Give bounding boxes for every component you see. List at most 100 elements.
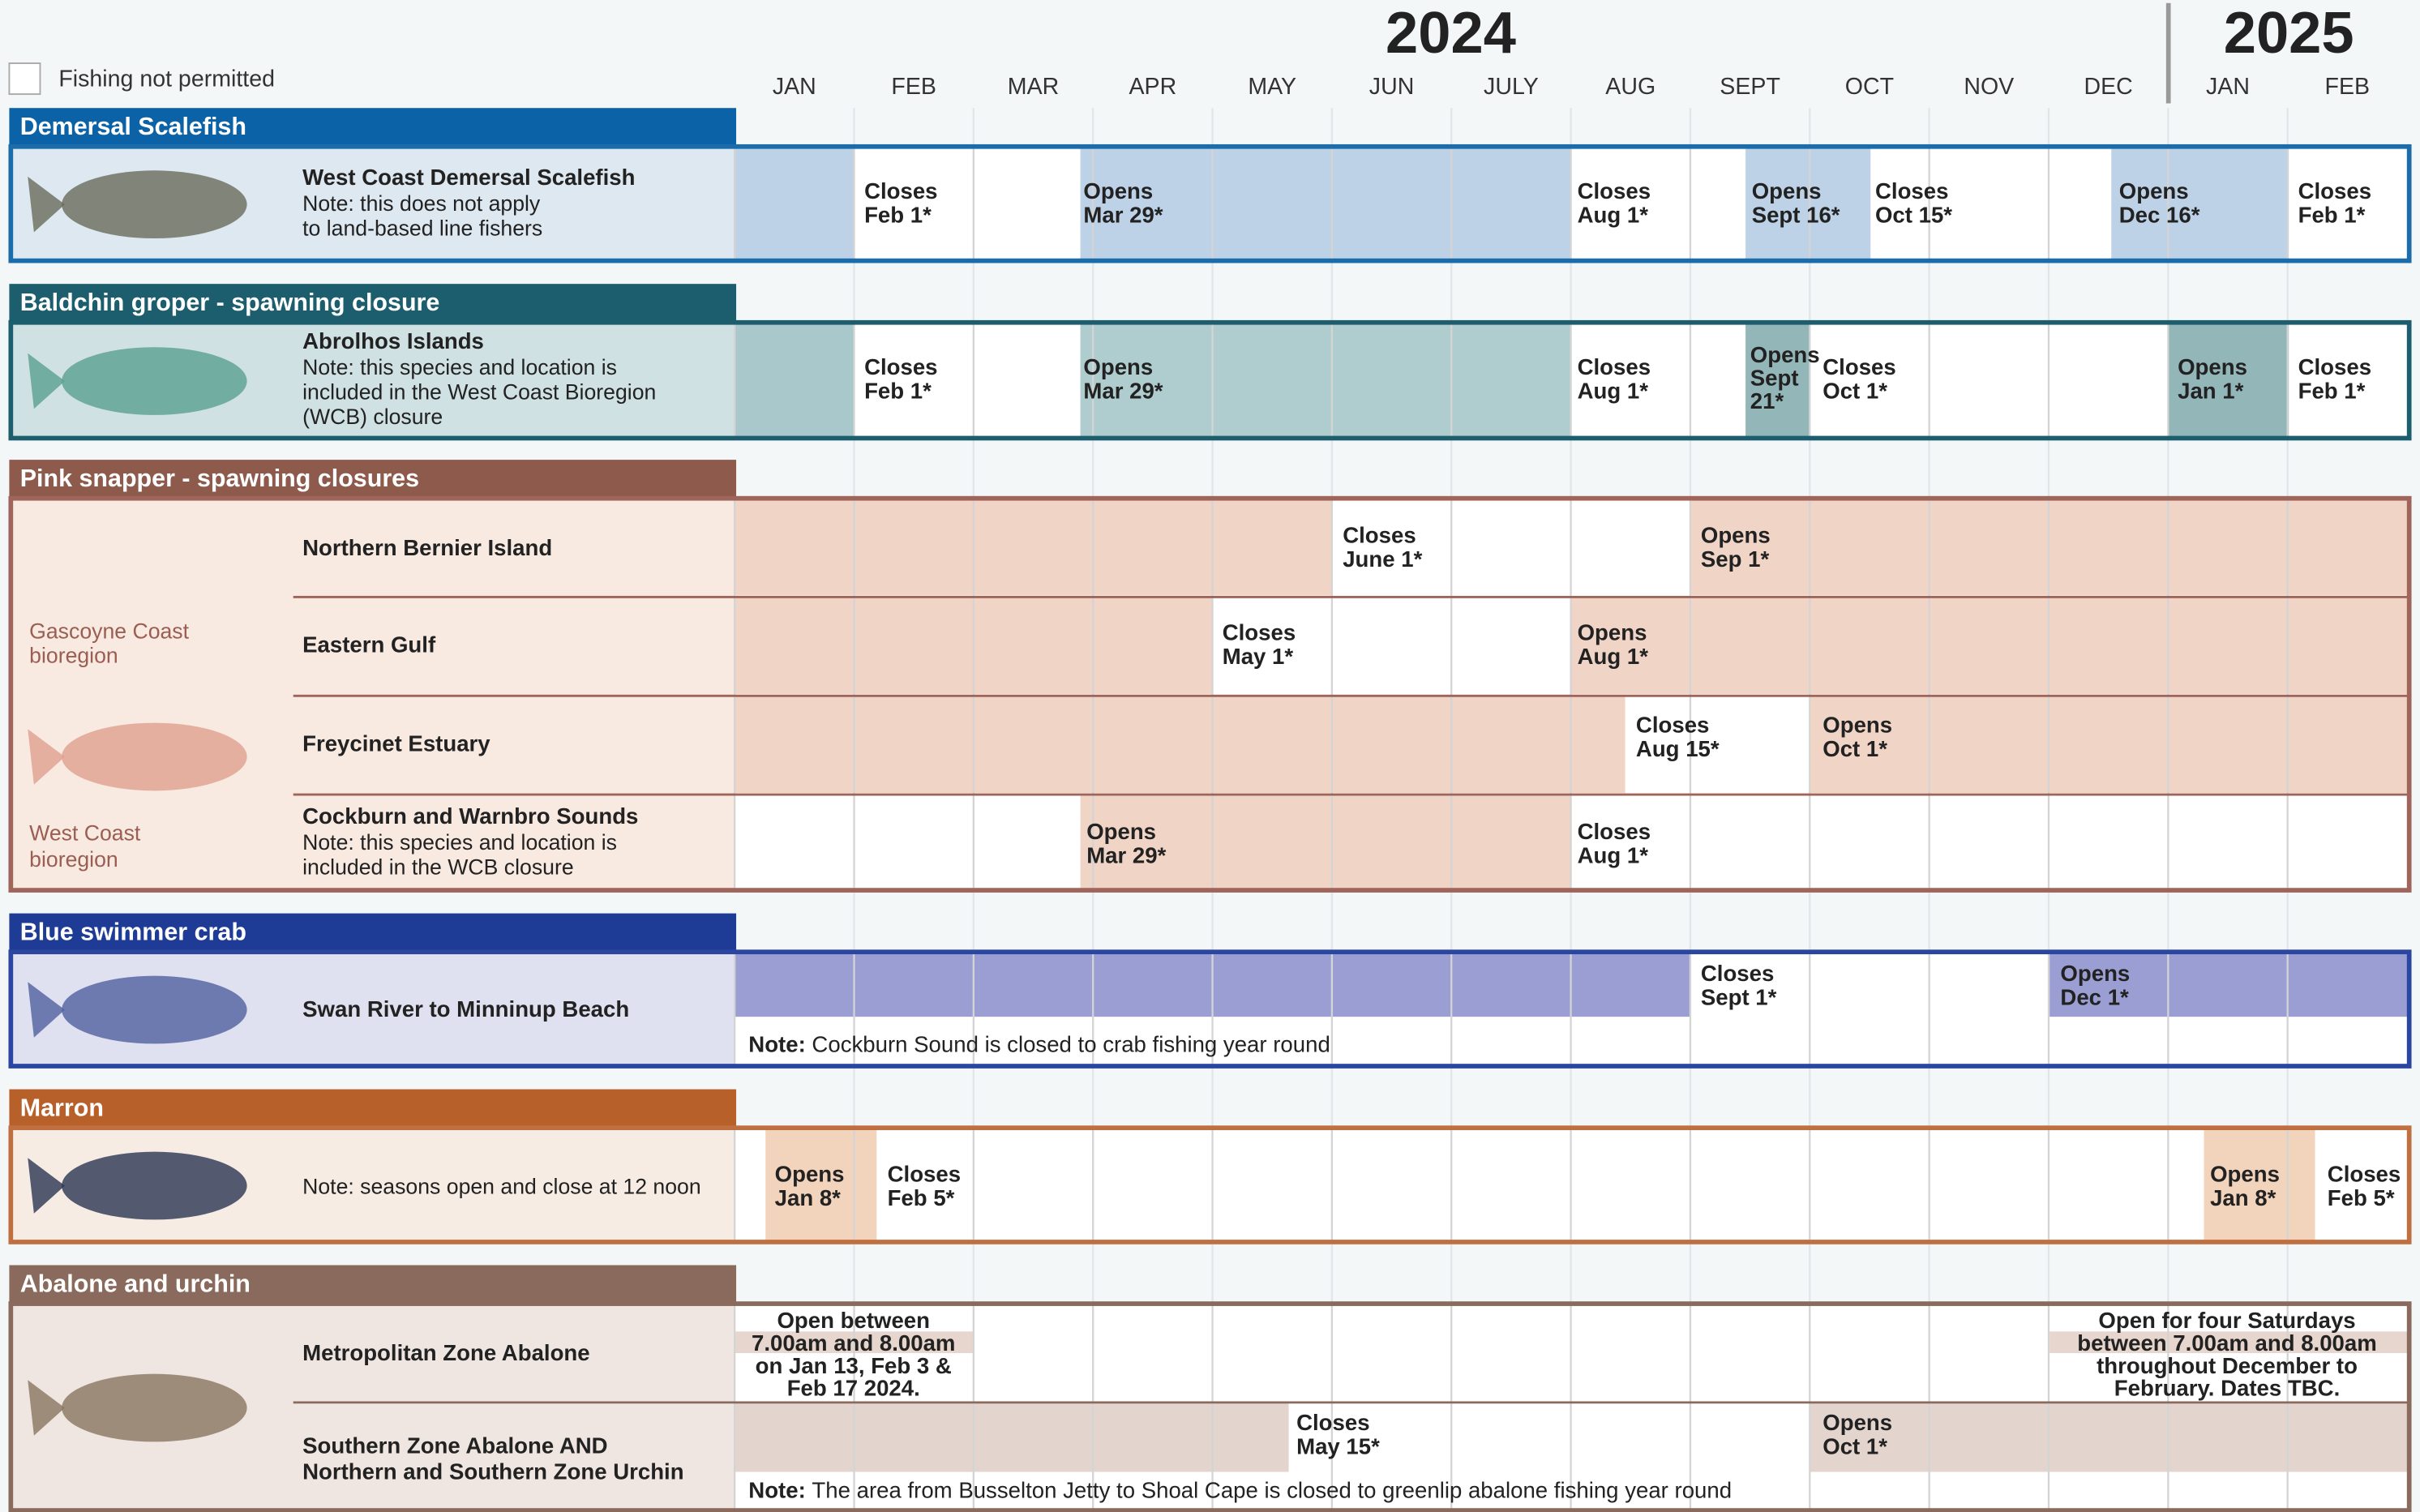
month-label: JAN bbox=[773, 74, 816, 100]
month-label: OCT bbox=[1845, 74, 1894, 100]
season-event: Closes bbox=[1701, 961, 1774, 986]
legend-text: Fishing not permitted bbox=[58, 66, 275, 92]
season-event: Jan 8* bbox=[2210, 1185, 2277, 1210]
season-event: between 7.00am and 8.00am bbox=[2077, 1330, 2376, 1356]
species-illustration bbox=[62, 170, 247, 239]
footnote-label: Note: bbox=[748, 1478, 805, 1503]
season-event: Closes bbox=[864, 178, 937, 203]
season-event: Opens bbox=[1752, 178, 1822, 203]
row-label: Cockburn and Warnbro Sounds bbox=[302, 803, 638, 829]
season-event: Opens bbox=[1086, 819, 1156, 844]
species-illustration bbox=[62, 1373, 247, 1442]
season-event: throughout December to bbox=[2097, 1353, 2358, 1378]
section-title: Abalone and urchin bbox=[20, 1270, 251, 1297]
season-event: Opens bbox=[1822, 713, 1892, 738]
month-label: AUG bbox=[1605, 74, 1655, 100]
closure-shading bbox=[1745, 322, 1811, 439]
season-event: February. Dates TBC. bbox=[2114, 1376, 2340, 1401]
season-event: Aug 15* bbox=[1636, 736, 1720, 761]
section-title: Marron bbox=[20, 1094, 104, 1121]
season-event: Opens bbox=[1578, 619, 1647, 645]
species-illustration-tail bbox=[28, 353, 65, 409]
season-event: May 1* bbox=[1223, 644, 1294, 669]
species-illustration-tail bbox=[28, 176, 65, 233]
season-event: 21* bbox=[1750, 388, 1784, 413]
footnote: Note: Cockburn Sound is closed to crab f… bbox=[748, 1032, 1330, 1057]
bioregion-label: Gascoyne Coast bbox=[29, 619, 189, 643]
season-event: Opens bbox=[2060, 961, 2130, 986]
month-label: SEPT bbox=[1720, 74, 1780, 100]
row-label: Abrolhos Islands bbox=[302, 328, 484, 353]
closure-shading bbox=[2050, 952, 2408, 1017]
section-border bbox=[8, 143, 2412, 263]
bioregion-label: bioregion bbox=[29, 644, 118, 668]
season-event: Opens bbox=[1083, 178, 1153, 203]
row-note: Note: this species and location is bbox=[302, 830, 617, 855]
row-label: Eastern Gulf bbox=[302, 632, 436, 657]
season-event: Feb 1* bbox=[864, 379, 932, 404]
row-label: Metropolitan Zone Abalone bbox=[302, 1340, 589, 1365]
footnote-text: Cockburn Sound is closed to crab fishing… bbox=[812, 1032, 1330, 1057]
season-event: Mar 29* bbox=[1083, 379, 1163, 404]
season-event: Closes bbox=[2298, 178, 2371, 203]
section-header-bar bbox=[9, 108, 737, 147]
section-title: Baldchin groper - spawning closure bbox=[20, 289, 440, 316]
season-event: Feb 1* bbox=[2298, 379, 2366, 404]
season-event: Feb 1* bbox=[864, 203, 932, 228]
season-event: Jan 1* bbox=[2178, 379, 2244, 404]
season-event: Aug 1* bbox=[1578, 842, 1649, 867]
species-illustration bbox=[62, 975, 247, 1044]
row-note: Note: seasons open and close at 12 noon bbox=[302, 1174, 701, 1198]
season-event: June 1* bbox=[1343, 546, 1422, 572]
month-label: FEB bbox=[891, 74, 936, 100]
month-label: MAY bbox=[1248, 74, 1296, 100]
species-illustration bbox=[62, 1151, 247, 1220]
season-event: Open between bbox=[777, 1308, 930, 1333]
section-title: Demersal Scalefish bbox=[20, 113, 246, 140]
footnote-label: Note: bbox=[748, 1032, 805, 1057]
season-event: Opens bbox=[1083, 354, 1153, 379]
season-event: Mar 29* bbox=[1086, 842, 1166, 867]
row-note: to land-based line fishers bbox=[302, 216, 542, 241]
species-illustration bbox=[62, 347, 247, 415]
footnote-text: The area from Busselton Jetty to Shoal C… bbox=[812, 1478, 1732, 1503]
season-event: Jan 8* bbox=[775, 1185, 842, 1210]
section-border bbox=[8, 949, 2412, 1069]
closure-shading bbox=[1080, 146, 1571, 261]
season-event: Closes bbox=[2298, 354, 2371, 379]
season-event: Open for four Saturdays bbox=[2098, 1308, 2355, 1333]
season-event: Aug 1* bbox=[1578, 644, 1649, 669]
season-event: Opens bbox=[1750, 342, 1820, 367]
season-event: on Jan 13, Feb 3 & bbox=[756, 1353, 952, 1378]
season-event: Sept bbox=[1750, 365, 1799, 390]
row-note: included in the WCB closure bbox=[302, 855, 574, 879]
section-header-bar bbox=[9, 284, 737, 323]
closure-shading bbox=[735, 498, 1332, 596]
closure-shading bbox=[735, 146, 854, 261]
row-label: Northern Bernier Island bbox=[302, 535, 552, 560]
species-illustration bbox=[62, 722, 247, 791]
month-label: JAN bbox=[2206, 74, 2250, 100]
species-illustration-tail bbox=[28, 1380, 65, 1436]
label-panel bbox=[11, 498, 735, 891]
season-event: Feb 5* bbox=[888, 1185, 955, 1210]
row-label: West Coast Demersal Scalefish bbox=[302, 165, 635, 190]
season-event: Feb 1* bbox=[2298, 203, 2366, 228]
season-event: Closes bbox=[1636, 713, 1709, 738]
season-event: Aug 1* bbox=[1578, 379, 1649, 404]
season-event: Closes bbox=[1578, 354, 1651, 379]
section-header-bar bbox=[9, 1089, 737, 1129]
closure-shading bbox=[1810, 1402, 2408, 1472]
footnote: Note: The area from Busselton Jetty to S… bbox=[748, 1478, 1732, 1503]
bioregion-label: bioregion bbox=[29, 847, 118, 872]
month-label: NOV bbox=[1964, 74, 2014, 100]
closure-shading bbox=[2204, 1128, 2315, 1242]
section-header-bar bbox=[9, 1265, 737, 1304]
season-event: Closes bbox=[1578, 819, 1651, 844]
season-event: Opens bbox=[775, 1161, 845, 1186]
section-header-bar bbox=[9, 913, 737, 953]
year-label: 2024 bbox=[1386, 1, 1516, 66]
species-illustration-tail bbox=[28, 1158, 65, 1214]
season-event: Mar 29* bbox=[1083, 203, 1163, 228]
